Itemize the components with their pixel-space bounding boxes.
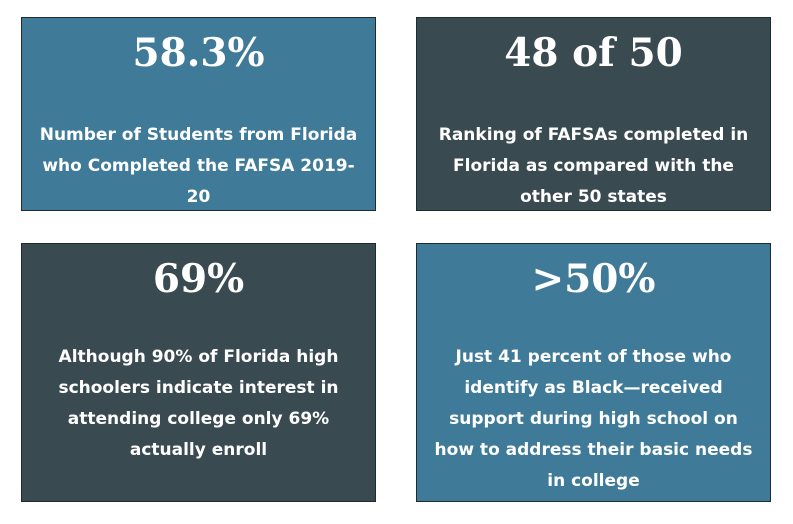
stat-card-college-enrollment: 69% Although 90% of Florida high schoole… [21,243,376,502]
stat-card-fafsa-ranking: 48 of 50 Ranking of FAFSAs completed in … [416,17,771,211]
stat-description: Number of Students from Florida who Comp… [39,125,358,207]
stat-value: >50% [531,256,656,302]
stat-card-fafsa-completion: 58.3% Number of Students from Florida wh… [21,17,376,211]
stat-value: 58.3% [132,30,265,76]
stat-description: Although 90% of Florida high schoolers i… [58,347,339,460]
stat-value: 48 of 50 [504,30,683,76]
stat-card-basic-needs-support: >50% Just 41 percent of those who identi… [416,243,771,502]
stat-description: Just 41 percent of those who identify as… [434,347,753,491]
stat-description: Ranking of FAFSAs completed in Florida a… [438,125,749,207]
stat-value: 69% [152,256,245,302]
